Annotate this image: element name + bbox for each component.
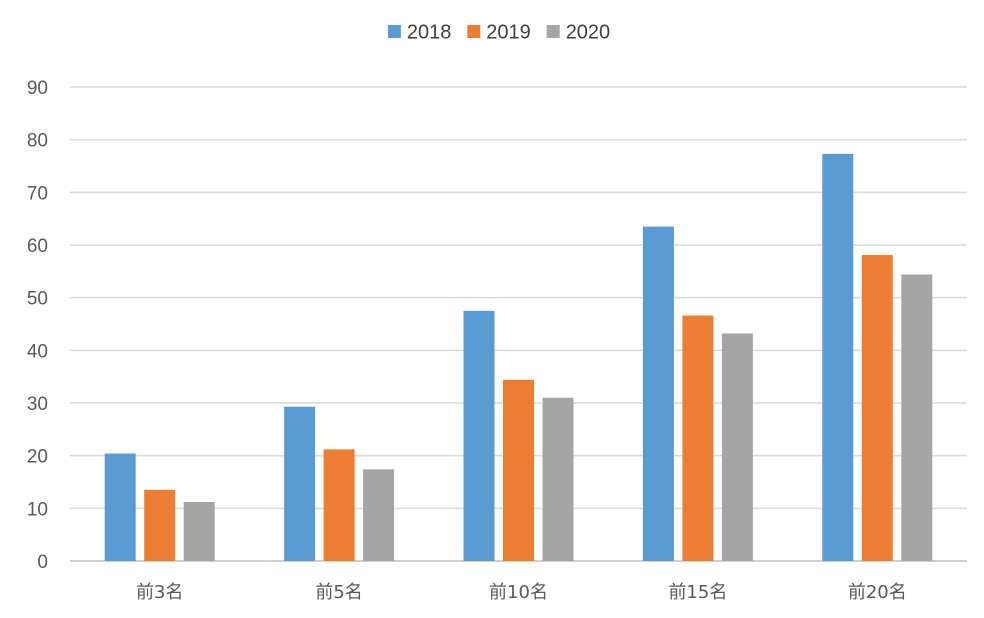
- bar-2018-2: [463, 310, 495, 561]
- x-tick-label: 前15名: [668, 582, 727, 603]
- x-tick-label: 前10名: [489, 582, 548, 603]
- legend: 2018 2019 2020: [387, 22, 611, 44]
- gridlines: [70, 86, 967, 562]
- bar-2019-2: [503, 379, 534, 561]
- y-tick-label: 90: [27, 78, 48, 99]
- bar-2018-3: [642, 226, 674, 562]
- y-tick-label: 30: [27, 394, 48, 415]
- bar-2018-1: [284, 406, 316, 561]
- legend-label-2020: 2020: [566, 22, 611, 44]
- x-axis: 前3名 前5名 前10名 前15名 前20名: [136, 582, 907, 603]
- bar-2020-4: [901, 274, 933, 561]
- legend-swatch-2020: [546, 25, 560, 38]
- x-tick-label: 前5名: [315, 582, 362, 603]
- y-tick-label: 0: [37, 552, 48, 573]
- x-tick-label: 前3名: [136, 582, 183, 603]
- y-tick-label: 60: [27, 236, 48, 257]
- y-tick-label: 70: [27, 183, 48, 204]
- y-tick-label: 80: [27, 131, 48, 152]
- bar-2019-1: [323, 449, 355, 561]
- y-tick-label: 10: [27, 499, 48, 520]
- bar-2019-4: [861, 255, 893, 562]
- legend-label-2019: 2019: [486, 22, 531, 44]
- y-axis: 0 10 20 30 40 50 60 70 80 90: [27, 78, 48, 573]
- bar-2018-0: [104, 453, 136, 561]
- bars: [104, 153, 933, 562]
- legend-label-2018: 2018: [407, 22, 452, 44]
- bar-2020-2: [542, 397, 574, 561]
- legend-swatch-2018: [387, 25, 401, 38]
- x-tick-label: 前20名: [848, 582, 907, 603]
- bar-2020-1: [363, 469, 395, 561]
- bar-2018-4: [822, 153, 854, 562]
- bar-2020-0: [183, 502, 215, 561]
- bar-2019-3: [682, 315, 714, 561]
- y-tick-label: 40: [27, 341, 48, 362]
- bar-2019-0: [144, 489, 176, 561]
- bar-2020-3: [721, 333, 753, 561]
- legend-swatch-2019: [467, 25, 481, 38]
- y-tick-label: 20: [27, 447, 48, 468]
- y-tick-label: 50: [27, 289, 48, 310]
